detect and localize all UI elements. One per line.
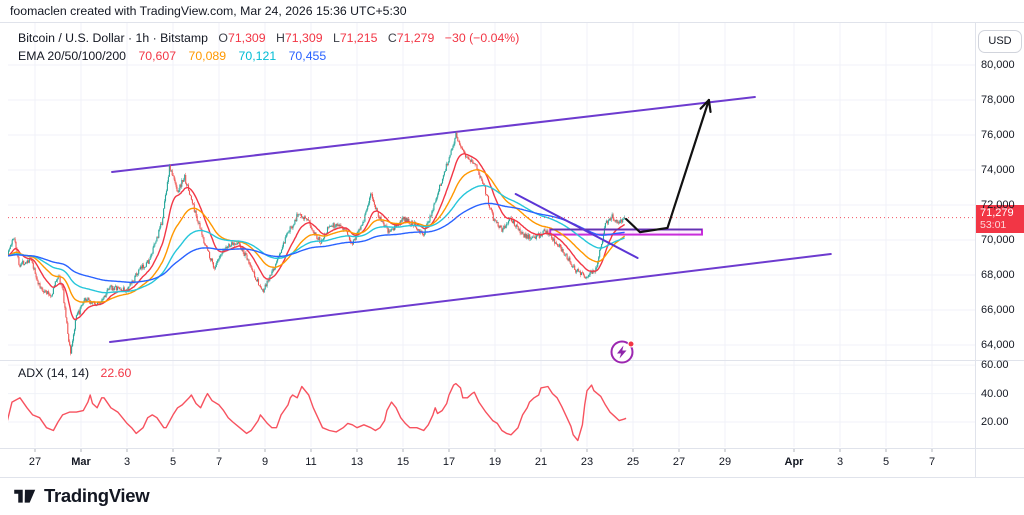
time-axis-label: 11 <box>305 456 317 468</box>
adx-axis-label: 40.00 <box>981 387 1009 400</box>
price-axis-label: 68,000 <box>981 269 1015 281</box>
ema200-value: 70,455 <box>288 48 327 63</box>
legend-row-ohlc: Bitcoin / U.S. Dollar · 1h · Bitstamp O7… <box>18 30 519 48</box>
time-axis-label: 7 <box>928 456 936 468</box>
bar-countdown: 53:01 <box>980 218 1007 231</box>
price-axis-label: 76,000 <box>981 129 1015 141</box>
time-axis-label: 17 <box>442 456 456 468</box>
last-price-value: 71,279 <box>980 206 1014 219</box>
last-price-badge: 71,279 53:01 <box>976 204 1024 233</box>
high-label: H <box>276 31 285 45</box>
low-value: 71,215 <box>339 31 378 45</box>
footer: TradingView <box>0 478 1024 515</box>
adx-value: 22.60 <box>100 366 132 380</box>
currency-button[interactable]: USD <box>978 30 1022 53</box>
change-value: −30 (−0.04%) <box>444 31 520 45</box>
attribution-text: foomaclen created with TradingView.com, … <box>10 4 407 18</box>
ema20-value: 70,607 <box>138 48 177 63</box>
tradingview-logo-text: TradingView <box>44 484 150 506</box>
adx-axis-label: 60.00 <box>981 359 1009 372</box>
time-axis-label: 9 <box>261 456 269 468</box>
time-axis-label: 23 <box>580 456 594 468</box>
time-axis-label: 27 <box>28 456 42 468</box>
adx-legend: ADX (14, 14) 22.60 <box>18 366 131 380</box>
time-axis[interactable]: 27 Mar 3 5 7 9 11 13 15 17 19 21 23 25 27 29 Apr 3 5 7 <box>0 448 975 477</box>
high-value: 71,309 <box>284 31 323 45</box>
low-label: L <box>332 31 340 45</box>
time-axis-label: 15 <box>396 456 410 468</box>
price-axis-label: 72,000 <box>981 199 1015 211</box>
time-axis-label: 3 <box>123 456 131 468</box>
price-axis[interactable]: USD 71,279 53:01 80,000 78,000 76,000 74,00… <box>976 22 1024 477</box>
adx-axis-label: 20.00 <box>981 416 1009 428</box>
time-axis-label: 27 <box>672 456 686 468</box>
price-axis-label: 66,000 <box>981 304 1015 316</box>
flash-icon[interactable] <box>608 338 636 366</box>
time-axis-label: Mar <box>71 456 91 468</box>
time-axis-label: 13 <box>350 456 364 468</box>
time-axis-label: 3 <box>836 456 844 468</box>
tradingview-logo-icon <box>14 489 36 503</box>
symbol-legend: Bitcoin / U.S. Dollar · 1h · Bitstamp O7… <box>18 30 519 65</box>
price-axis-label: 64,000 <box>981 339 1015 351</box>
ema100-value: 70,121 <box>238 48 277 63</box>
price-axis-label: 70,000 <box>981 234 1015 246</box>
time-axis-label: 21 <box>534 456 548 468</box>
ema-label[interactable]: EMA 20/50/100/200 <box>18 48 127 63</box>
time-axis-label: 7 <box>215 456 223 468</box>
time-axis-label: 5 <box>169 456 177 468</box>
time-axis-label: 5 <box>882 456 890 468</box>
legend-row-ema: EMA 20/50/100/200 70,607 70,089 70,121 7… <box>18 48 519 66</box>
price-axis-label: 74,000 <box>981 164 1015 176</box>
time-axis-label: 25 <box>626 456 640 468</box>
close-label: C <box>387 31 397 45</box>
symbol-title[interactable]: Bitcoin / U.S. Dollar · 1h · Bitstamp <box>18 31 208 45</box>
open-label: O <box>218 31 228 45</box>
tradingview-logo[interactable]: TradingView <box>12 483 150 508</box>
ema50-value: 70,089 <box>188 48 227 63</box>
adx-label[interactable]: ADX (14, 14) <box>18 366 90 380</box>
open-value: 71,309 <box>227 31 266 45</box>
price-axis-label: 80,000 <box>981 59 1015 71</box>
time-axis-label: 19 <box>488 456 502 468</box>
price-axis-label: 78,000 <box>981 94 1015 106</box>
time-axis-label: 29 <box>718 456 732 468</box>
close-value: 71,279 <box>396 31 435 45</box>
time-axis-label: Apr <box>784 456 804 468</box>
